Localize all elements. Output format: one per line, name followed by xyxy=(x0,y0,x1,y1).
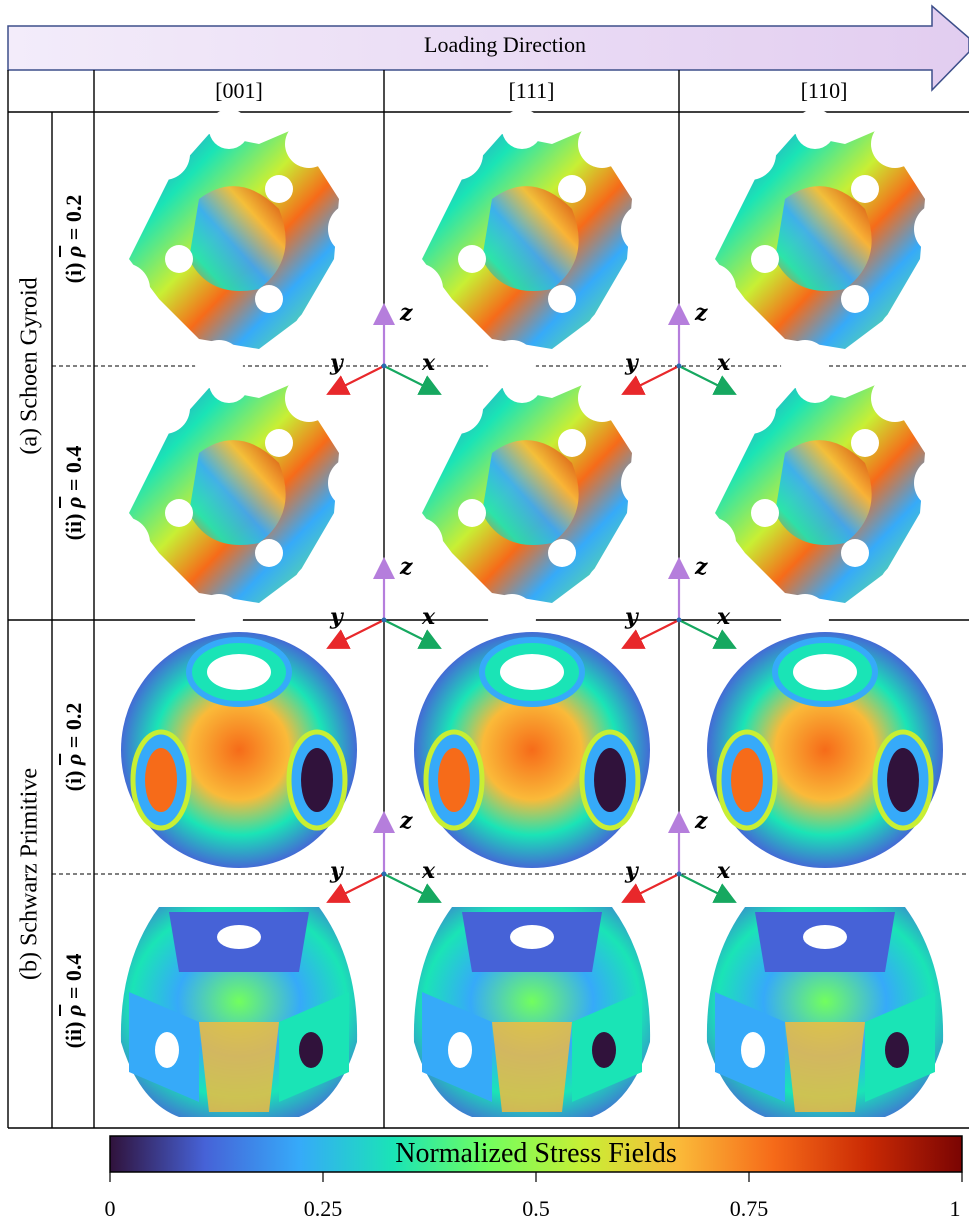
axis-label-x-1: x xyxy=(422,350,436,376)
axis-label-y-3: y xyxy=(330,604,343,630)
axis-label-x-4: x xyxy=(717,604,731,630)
colorbar-tick-label-0: 0 xyxy=(104,1196,116,1221)
colorbar-tick-label-1: 0.25 xyxy=(303,1196,343,1221)
axis-label-y-6: y xyxy=(625,858,638,884)
axis-label-z-1: z xyxy=(400,300,413,326)
column-header-111: [111] xyxy=(508,78,555,103)
column-header-001: [001] xyxy=(215,78,263,103)
loading-direction-arrow xyxy=(7,4,969,92)
axis-label-y-2: y xyxy=(625,350,638,376)
axis-label-x-5: x xyxy=(422,858,436,884)
axis-label-z-4: z xyxy=(695,554,708,580)
axis-label-z-3: z xyxy=(400,554,413,580)
colorbar-title: Normalized Stress Fields xyxy=(395,1138,677,1169)
axis-label-y-5: y xyxy=(330,858,343,884)
axis-label-x-6: x xyxy=(717,858,731,884)
axis-label-x-3: x xyxy=(422,604,436,630)
axis-label-z-2: z xyxy=(695,300,708,326)
column-header-110: [110] xyxy=(800,78,848,103)
colorbar-tick-label-4: 1 xyxy=(949,1196,961,1221)
axis-label-z-6: z xyxy=(695,808,708,834)
axis-label-y-4: y xyxy=(625,604,638,630)
colorbar-tick-label-2: 0.5 xyxy=(522,1196,550,1221)
loading-direction-label: Loading Direction xyxy=(424,32,586,57)
axis-label-z-5: z xyxy=(400,808,413,834)
axis-label-x-2: x xyxy=(717,350,731,376)
colorbar-tick-label-3: 0.75 xyxy=(729,1196,769,1221)
axis-label-y-1: y xyxy=(330,350,343,376)
